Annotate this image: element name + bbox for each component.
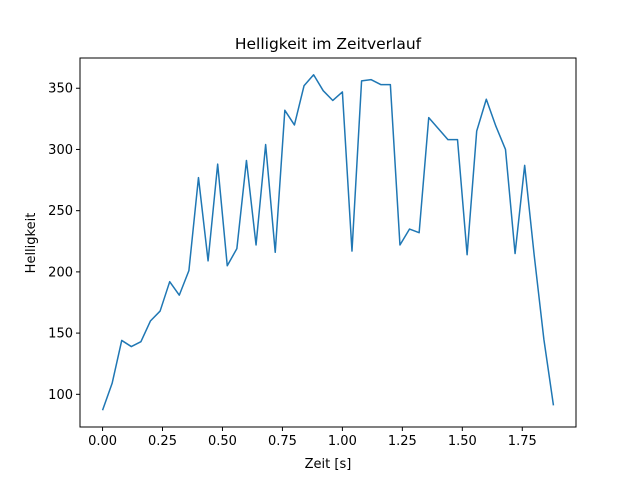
x-tick-label: 1.25 [388,434,417,449]
plot-area [79,57,577,428]
y-tick-label: 350 [48,82,73,97]
y-tick-label: 200 [48,265,73,280]
y-tick-label: 150 [48,327,73,342]
series-line-0 [101,74,555,411]
x-tick-label: 0.25 [148,434,177,449]
x-tick-label: 1.75 [508,434,537,449]
y-axis-label: Helligkeit [24,213,39,274]
y-tick-label: 300 [48,143,73,158]
x-axis: 0.00 0.25 0.50 0.75 1.00 1.25 1.50 1.75 [88,427,537,449]
chart-title: Helligkeit im Zeitverlauf [235,35,422,53]
x-tick-label: 1.00 [328,434,357,449]
x-tick-label: 0.75 [268,434,297,449]
x-tick-label: 1.50 [448,434,477,449]
y-tick-label: 250 [48,204,73,219]
y-axis: 100 150 200 250 300 350 [48,82,80,403]
x-tick-label: 0.00 [88,434,117,449]
x-axis-label: Zeit [s] [305,457,352,472]
plot-frame [79,57,577,428]
y-tick-label: 100 [48,388,73,403]
x-tick-label: 0.50 [208,434,237,449]
